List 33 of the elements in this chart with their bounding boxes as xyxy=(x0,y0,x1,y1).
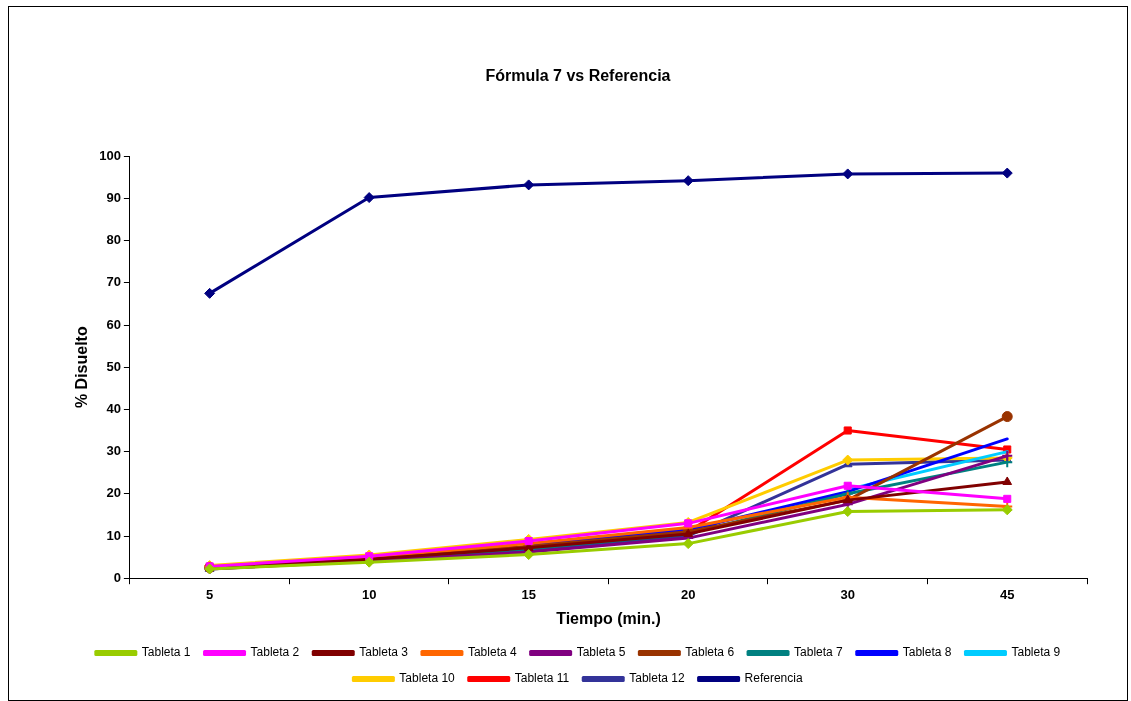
x-axis-title: Tiempo (min.) xyxy=(556,609,661,627)
legend-label: Tableta 5 xyxy=(576,645,626,660)
y-axis-title: % Disuelto xyxy=(73,326,91,409)
legend-label: Tableta 9 xyxy=(1011,645,1061,660)
legend-label: Tableta 2 xyxy=(250,645,300,660)
x-tick-label: 15 xyxy=(521,586,536,602)
y-tick-label: 50 xyxy=(106,358,121,374)
y-tick-label: 0 xyxy=(113,569,121,585)
legend-label: Tableta 1 xyxy=(141,645,191,660)
legend-label: Tableta 3 xyxy=(359,645,409,660)
y-tick-label: 100 xyxy=(99,147,121,163)
legend-label: Tableta 4 xyxy=(467,645,517,660)
y-tick-label: 20 xyxy=(106,485,121,501)
legend-label: Tableta 8 xyxy=(902,645,952,660)
y-tick-label: 40 xyxy=(106,400,121,416)
chart-title: Fórmula 7 vs Referencia xyxy=(485,67,671,85)
x-tick-label: 45 xyxy=(1000,586,1015,602)
y-tick-label: 90 xyxy=(106,189,121,205)
legend-label: Tableta 7 xyxy=(794,645,844,660)
y-tick-label: 30 xyxy=(106,443,121,459)
x-tick-label: 20 xyxy=(680,586,696,602)
x-tick-label: 30 xyxy=(840,586,855,602)
legend-label: Tableta 11 xyxy=(514,671,570,686)
x-tick-label: 5 xyxy=(206,586,214,602)
legend-label: Tableta 12 xyxy=(629,671,685,686)
y-tick-label: 60 xyxy=(106,316,121,332)
x-tick-label: 10 xyxy=(361,586,377,602)
legend-label: Tableta 10 xyxy=(399,671,456,686)
y-tick-label: 70 xyxy=(106,274,121,290)
legend-label: Referencia xyxy=(744,671,803,686)
y-tick-label: 80 xyxy=(106,232,121,248)
legend-label: Tableta 6 xyxy=(685,645,735,660)
y-tick-label: 10 xyxy=(106,527,121,543)
